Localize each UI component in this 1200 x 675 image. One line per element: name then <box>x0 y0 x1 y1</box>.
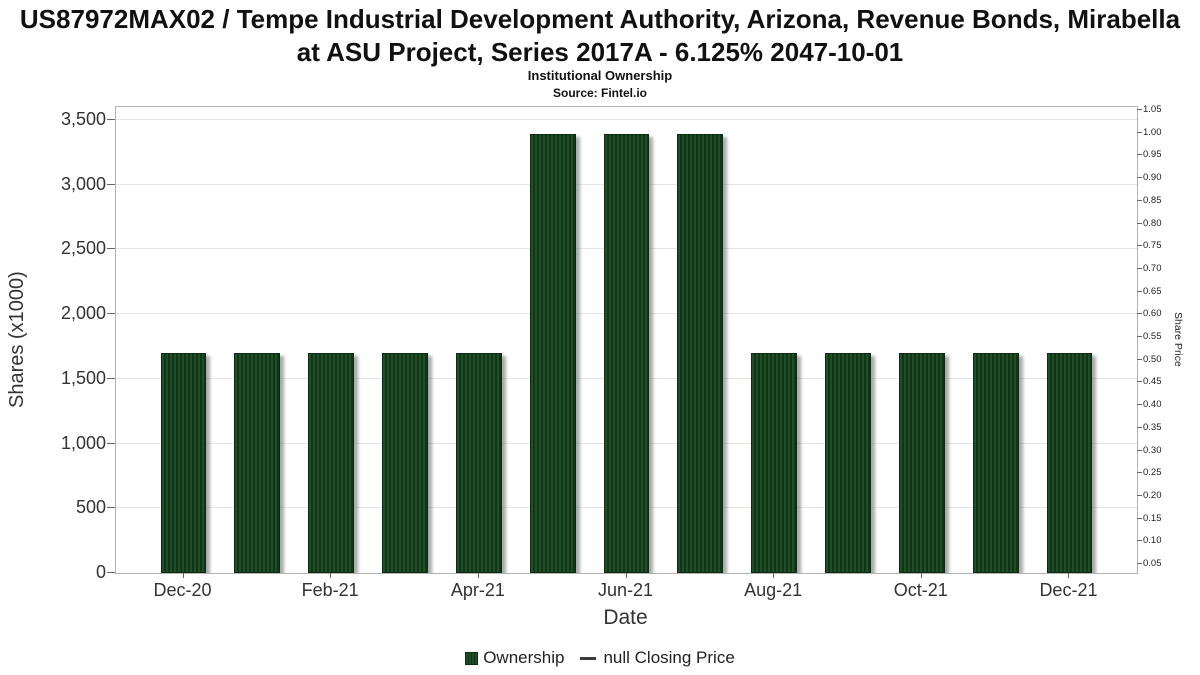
right-tick-label: 0.55 <box>1143 331 1162 342</box>
right-tick-label: 0.65 <box>1143 285 1162 297</box>
left-tick-label: 1,000 <box>60 432 106 453</box>
left-tick-mark <box>107 248 115 250</box>
x-tick-label: Dec-20 <box>153 580 212 600</box>
left-tick-label: 500 <box>75 497 106 518</box>
right-tick-label: 0.40 <box>1143 399 1162 411</box>
right-tick-mark <box>1137 540 1142 542</box>
x-tick-mark <box>330 573 332 578</box>
left-tick-label: 0 <box>95 562 106 582</box>
right-tick-mark <box>1137 336 1142 337</box>
right-tick-mark <box>1137 267 1142 269</box>
ownership-legend-marker-icon <box>465 651 479 665</box>
right-tick-mark <box>1137 494 1142 496</box>
left-tick-mark <box>107 313 115 315</box>
right-tick-mark <box>1137 109 1142 110</box>
left-tick-mark <box>107 572 115 573</box>
left-tick-label: 2,500 <box>60 238 106 259</box>
left-tick-label: 3,500 <box>60 108 106 129</box>
right-tick-label: 0.30 <box>1143 444 1162 456</box>
x-tick-label: Dec-21 <box>1039 580 1098 600</box>
x-tick-label: Feb-21 <box>301 580 359 600</box>
right-tick-label: 0.45 <box>1143 376 1162 388</box>
right-tick-label: 0.75 <box>1143 240 1162 252</box>
chart-subtitle: Institutional Ownership <box>527 68 673 83</box>
right-tick-mark <box>1137 517 1142 519</box>
bar-Aug-21 <box>751 352 798 573</box>
right-tick-label: 0.70 <box>1143 262 1162 274</box>
chart-title: US87972MAX02 / Tempe Industrial Developm… <box>19 4 1181 68</box>
right-tick-label: 1.00 <box>1143 126 1162 138</box>
right-tick-label: 0.90 <box>1143 172 1162 184</box>
right-tick-mark <box>1137 358 1142 360</box>
bar-Apr-21 <box>455 352 502 573</box>
right-tick-mark <box>1137 426 1142 428</box>
bar-Feb-21 <box>308 352 355 573</box>
right-tick-label: 0.20 <box>1143 489 1162 501</box>
right-tick-label: 0.60 <box>1143 308 1162 320</box>
chart-source: Source: Fintel.io <box>552 86 647 100</box>
right-axis-title: Share Price <box>1172 311 1184 367</box>
gridline <box>116 118 1137 120</box>
bar-Jun-21 <box>603 134 650 573</box>
x-tick-label: Apr-21 <box>450 580 505 600</box>
right-tick-mark <box>1137 381 1142 383</box>
left-tick-mark <box>107 118 115 120</box>
closing-price-legend-label: null Closing Price <box>603 648 735 667</box>
right-tick-mark <box>1137 404 1142 406</box>
plot-area <box>115 106 1138 574</box>
left-tick-mark <box>107 377 115 379</box>
bar-Dec-21 <box>1046 352 1093 573</box>
right-tick-mark <box>1137 313 1142 315</box>
bar-Jul-21 <box>677 134 724 573</box>
x-tick-mark <box>477 573 479 578</box>
x-tick-mark <box>773 573 775 578</box>
right-tick-label: 0.80 <box>1143 217 1162 229</box>
bar-Sep-21 <box>825 352 871 573</box>
left-tick-label: 2,000 <box>60 303 106 324</box>
right-tick-label: 1.05 <box>1143 104 1162 115</box>
x-tick-label: Aug-21 <box>744 580 803 600</box>
right-tick-mark <box>1137 131 1142 133</box>
right-tick-label: 0.10 <box>1143 535 1162 547</box>
x-axis-title: Date <box>603 606 648 629</box>
left-axis-title: Shares (x1000) <box>6 271 28 409</box>
right-tick-label: 0.35 <box>1143 421 1162 433</box>
right-tick-mark <box>1137 245 1142 247</box>
x-tick-label: Jun-21 <box>597 580 654 600</box>
right-tick-mark <box>1137 154 1142 156</box>
right-tick-mark <box>1137 449 1142 451</box>
x-tick-mark <box>1068 573 1070 578</box>
right-tick-mark <box>1137 472 1142 474</box>
left-tick-mark <box>107 507 115 509</box>
x-tick-mark <box>920 573 922 578</box>
bar-Mar-21 <box>382 352 428 573</box>
x-tick-label: Oct-21 <box>893 580 948 600</box>
right-tick-mark <box>1137 199 1142 201</box>
ownership-legend-label: Ownership <box>483 648 565 667</box>
right-tick-label: 0.05 <box>1143 558 1162 569</box>
legend: Ownership null Closing Price <box>0 645 1200 671</box>
right-tick-label: 0.50 <box>1143 353 1162 365</box>
right-tick-label: 0.85 <box>1143 194 1162 206</box>
bar-Oct-21 <box>898 352 945 573</box>
x-tick-mark <box>182 573 184 578</box>
bar-Dec-20 <box>160 352 207 573</box>
bar-May-21 <box>529 134 576 573</box>
right-tick-mark <box>1137 177 1142 179</box>
bar-Nov-21 <box>972 352 1019 573</box>
right-tick-label: 0.25 <box>1143 467 1162 479</box>
right-tick-mark <box>1137 290 1142 292</box>
bar-Jan-21 <box>234 352 281 573</box>
left-tick-label: 1,500 <box>60 367 106 388</box>
right-tick-label: 0.95 <box>1143 149 1162 161</box>
left-tick-label: 3,000 <box>60 173 106 194</box>
left-tick-mark <box>107 442 115 444</box>
closing-price-legend-marker-icon <box>580 656 597 660</box>
right-tick-mark <box>1137 222 1142 224</box>
x-tick-mark <box>625 573 627 578</box>
right-tick-label: 0.15 <box>1143 512 1162 524</box>
left-tick-mark <box>107 183 115 185</box>
right-tick-mark <box>1137 563 1142 564</box>
